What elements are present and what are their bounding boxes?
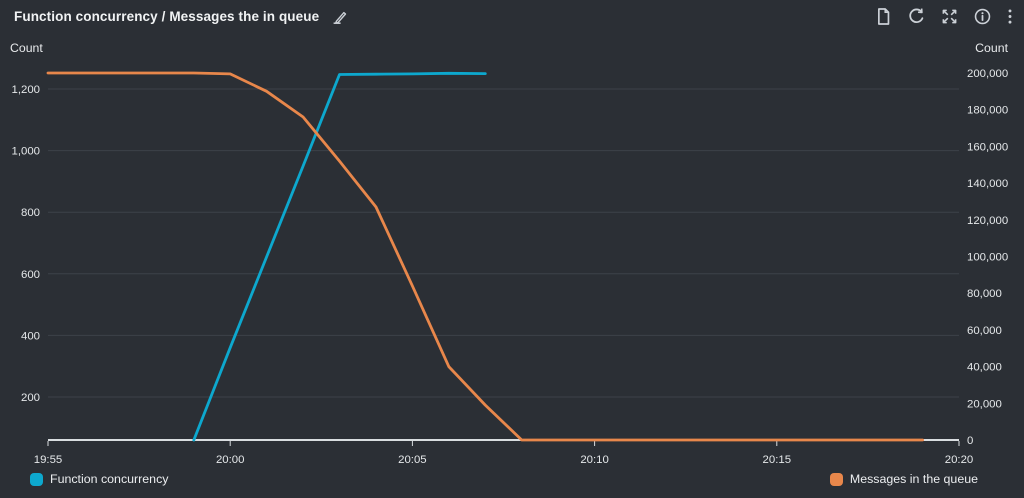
right-axis-tick-label: 200,000 [967,68,1008,80]
x-axis-tick-label: 20:00 [216,454,245,466]
legend-item-function-concurrency[interactable]: Function concurrency [30,472,168,486]
widget-title: Function concurrency / Messages the in q… [14,8,320,24]
left-axis-tick-label: 400 [21,330,40,342]
right-axis-tick-label: 80,000 [967,288,1002,300]
legend-marker-function-concurrency [30,472,43,486]
right-axis-tick-label: 20,000 [967,398,1002,410]
copy-source-button[interactable] [874,7,893,26]
left-axis-tick-label: 1,200 [11,84,40,96]
right-axis-tick-label: 40,000 [967,362,1002,374]
series-line-function-concurrency[interactable] [192,71,487,442]
enlarge-icon [942,9,957,23]
left-axis-tick-label: 200 [21,392,40,404]
more-menu-button[interactable] [1006,7,1014,26]
right-axis-tick-label: 160,000 [967,141,1008,153]
enlarge-button[interactable] [940,7,959,26]
x-axis-tick-label: 20:10 [580,454,609,466]
refresh-icon [909,8,924,23]
x-axis-tick-label: 20:20 [945,454,974,466]
right-axis-tick-label: 100,000 [967,252,1008,264]
legend-label: Function concurrency [50,472,169,486]
legend-label: Messages in the queue [849,472,978,486]
edit-title-button[interactable] [331,8,348,25]
right-axis-tick-label: 180,000 [967,105,1008,117]
left-axis-tick-label: 1,000 [11,146,40,158]
info-icon [974,8,991,24]
right-axis-tick-label: 0 [967,435,973,447]
x-axis-tick-label: 20:05 [398,454,427,466]
widget-actions [874,7,1014,26]
series-line-messages-in-queue[interactable] [46,71,924,442]
pencil-edit-icon [333,11,347,24]
left-axis-tick-label: 600 [21,269,40,281]
left-axis-tick-label: 800 [21,207,40,219]
x-axis-tick-label: 20:15 [763,454,792,466]
right-axis-tick-label: 140,000 [967,178,1008,190]
right-axis-title: Count [975,41,1008,55]
x-axis-tick-label: 19:55 [34,454,63,466]
refresh-button[interactable] [907,7,926,26]
info-button[interactable] [973,7,992,26]
legend-marker-messages-in-queue [829,472,843,486]
left-axis-title: Count [10,41,43,55]
right-axis-tick-label: 60,000 [967,325,1002,337]
legend-item-messages-in-queue[interactable]: Messages in the queue [829,472,978,486]
widget-header: Function concurrency / Messages the in q… [0,0,1024,32]
more-menu-icon [1008,8,1012,24]
copy-source-icon [878,7,890,25]
right-axis-tick-label: 120,000 [967,215,1008,227]
